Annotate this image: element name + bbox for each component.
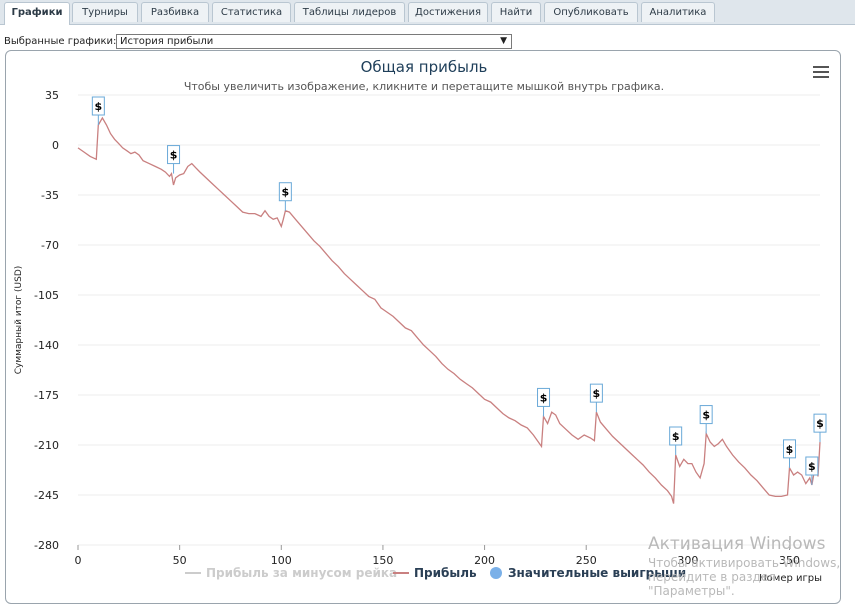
chart-subtitle: Чтобы увеличить изображение, кликните и … <box>184 80 664 93</box>
y-tick-label: -105 <box>34 289 59 302</box>
big-win-flag-box <box>278 182 292 202</box>
tab-leaderboards[interactable]: Таблицы лидеров <box>294 2 405 22</box>
x-axis-label: Номер игры <box>759 573 822 584</box>
windows-activation-title: Активация Windows <box>648 534 826 554</box>
tab-bar: Графики Турниры Разбивка Статистика Табл… <box>0 0 855 25</box>
chart-selector-label: Выбранные графики: <box>4 36 117 47</box>
y-tick-label: -140 <box>34 339 59 352</box>
big-win-flag[interactable]: $ <box>537 387 551 417</box>
legend-label: Прибыль за минусом рейка <box>206 566 397 580</box>
x-tick-label: 100 <box>271 554 292 567</box>
legend-item[interactable]: Значительные выигрыши <box>490 566 686 580</box>
big-win-flag[interactable]: $ <box>589 383 603 413</box>
chart-legend: Прибыль за минусом рейка Прибыль Значитель… <box>185 566 686 580</box>
chart-selector-value: История прибыли <box>120 36 214 47</box>
tab-tournaments[interactable]: Турниры <box>72 2 138 22</box>
big-win-flag-label: $ <box>816 417 824 430</box>
big-win-flag-label: $ <box>702 409 710 422</box>
big-win-flag-label: $ <box>95 100 103 113</box>
profit-series-line <box>77 116 821 504</box>
tab-publish[interactable]: Опубликовать <box>544 2 638 22</box>
legend-label: Значительные выигрыши <box>508 566 686 580</box>
x-tick-label: 50 <box>173 554 187 567</box>
x-tick-label: 200 <box>474 554 495 567</box>
y-tick-label: -35 <box>41 189 59 202</box>
y-tick-label: 35 <box>45 89 59 102</box>
big-win-flag-box <box>783 439 797 459</box>
big-win-flag-box <box>805 456 819 476</box>
big-win-flag-box <box>91 96 105 116</box>
x-tick-label: 350 <box>779 554 800 567</box>
y-tick-label: 0 <box>52 139 59 152</box>
tab-statistics[interactable]: Статистика <box>212 2 291 22</box>
chevron-down-icon: ▼ <box>500 36 507 46</box>
big-win-flag-box <box>813 413 827 433</box>
legend-item[interactable]: Прибыль за минусом рейка <box>185 566 397 580</box>
y-axis-label: Суммарный итог (USD) <box>14 266 24 375</box>
big-win-flag-label: $ <box>593 387 601 400</box>
big-win-flag-label: $ <box>170 149 178 162</box>
y-tick-label: -245 <box>34 489 59 502</box>
x-tick-label: 150 <box>372 554 393 567</box>
big-win-flag-box <box>589 383 603 403</box>
x-tick-label: 300 <box>677 554 698 567</box>
big-win-flag-label: $ <box>786 443 794 456</box>
big-win-flag-box <box>537 387 551 407</box>
big-win-flag-box <box>699 405 713 425</box>
legend-label: Прибыль <box>414 566 477 580</box>
y-tick-label: -175 <box>34 389 59 402</box>
chart-panel[interactable] <box>5 50 841 604</box>
x-tick-label: 250 <box>576 554 597 567</box>
y-tick-label: -70 <box>41 239 59 252</box>
big-win-flag-label: $ <box>282 186 290 199</box>
big-win-flag[interactable]: $ <box>669 426 683 455</box>
y-tick-label: -210 <box>34 439 59 452</box>
x-tick-label: 0 <box>75 554 82 567</box>
tab-find[interactable]: Найти <box>491 2 541 22</box>
chart-title: Общая прибыль <box>361 58 488 76</box>
tab-achievements[interactable]: Достижения <box>408 2 488 22</box>
tab-breakdown[interactable]: Разбивка <box>141 2 209 22</box>
legend-item[interactable]: Прибыль <box>393 566 477 580</box>
big-win-flag-label: $ <box>672 430 680 443</box>
tab-analytics[interactable]: Аналитика <box>641 2 715 22</box>
big-win-flag[interactable]: $ <box>278 182 292 211</box>
big-win-flag[interactable]: $ <box>783 439 797 468</box>
menu-icon[interactable] <box>813 66 829 78</box>
big-win-flag[interactable]: $ <box>91 96 105 125</box>
big-win-flag-box <box>167 145 181 165</box>
chart-selector-dropdown[interactable]: История прибыли ▼ <box>116 34 512 49</box>
big-win-flag[interactable]: $ <box>813 413 827 443</box>
big-win-flag-label: $ <box>540 391 548 404</box>
tab-charts[interactable]: Графики <box>4 2 70 25</box>
windows-activation-text: Чтобы активировать Windows, перейдите в … <box>648 556 841 598</box>
big-win-flag[interactable]: $ <box>167 145 181 174</box>
big-win-flag[interactable]: $ <box>805 456 819 485</box>
big-win-flag-box <box>669 426 683 446</box>
big-win-flag-label: $ <box>808 460 816 473</box>
legend-marker <box>490 567 502 579</box>
y-tick-label: -280 <box>34 539 59 552</box>
big-win-flag[interactable]: $ <box>699 405 713 434</box>
